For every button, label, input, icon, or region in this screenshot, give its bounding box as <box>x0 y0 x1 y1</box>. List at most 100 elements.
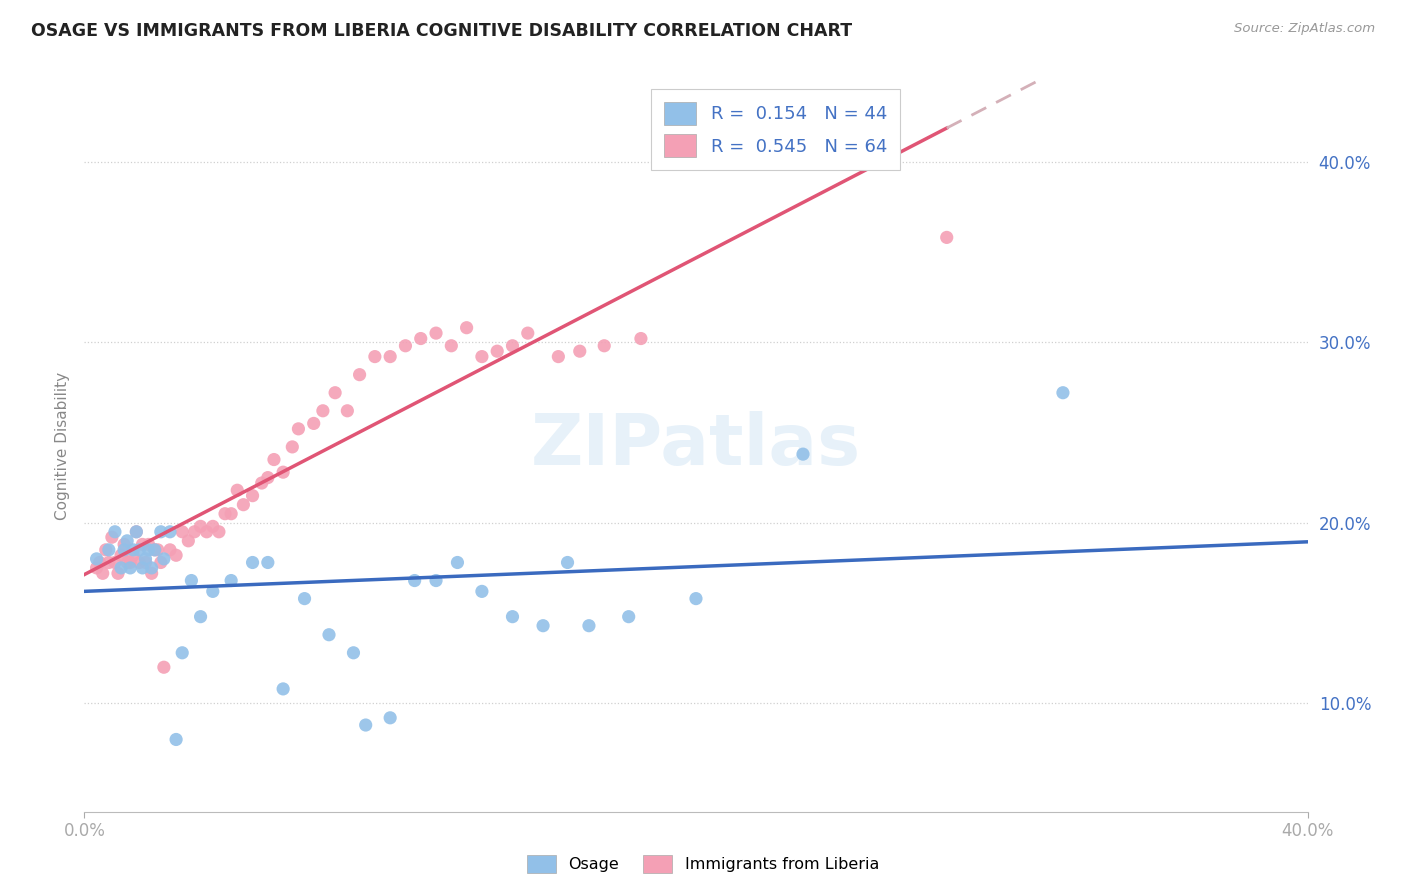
Point <box>143 542 166 557</box>
Point <box>364 350 387 364</box>
Point <box>138 542 160 557</box>
Point <box>101 530 124 544</box>
Point <box>380 350 402 364</box>
Text: OSAGE VS IMMIGRANTS FROM LIBERIA COGNITIVE DISABILITY CORRELATION CHART: OSAGE VS IMMIGRANTS FROM LIBERIA COGNITI… <box>31 22 852 40</box>
Point <box>125 524 148 539</box>
Point <box>128 542 150 557</box>
Point <box>153 552 176 566</box>
Point <box>318 628 340 642</box>
Point <box>97 556 120 570</box>
Point <box>149 524 172 539</box>
Point <box>271 681 294 696</box>
Point <box>120 556 142 570</box>
Point <box>214 507 236 521</box>
Text: ZIPatlas: ZIPatlas <box>531 411 860 481</box>
Point <box>135 556 157 570</box>
Point <box>135 552 157 566</box>
Point <box>120 561 142 575</box>
Point <box>531 618 554 632</box>
Point <box>159 542 181 557</box>
Point <box>257 556 280 570</box>
Point <box>486 344 509 359</box>
Point <box>165 732 187 747</box>
Point <box>257 470 280 484</box>
Point <box>110 548 132 562</box>
Point <box>568 344 591 359</box>
Point <box>232 498 254 512</box>
Point <box>349 368 371 382</box>
Point <box>312 404 335 418</box>
Point <box>935 230 957 244</box>
Point <box>141 566 163 581</box>
Point <box>94 542 117 557</box>
Point <box>394 339 416 353</box>
Point <box>456 320 478 334</box>
Point <box>172 646 194 660</box>
Point <box>242 556 264 570</box>
Point <box>263 452 285 467</box>
Point <box>201 584 224 599</box>
Point <box>208 524 231 539</box>
Point <box>471 350 494 364</box>
Point <box>112 542 135 557</box>
Point <box>685 591 707 606</box>
Point <box>250 476 273 491</box>
Point <box>593 339 616 353</box>
Point <box>557 556 579 570</box>
Point <box>446 556 468 570</box>
Point <box>547 350 569 364</box>
Legend: Osage, Immigrants from Liberia: Osage, Immigrants from Liberia <box>520 848 886 880</box>
Point <box>177 533 200 548</box>
Point <box>165 548 187 562</box>
Point <box>172 524 194 539</box>
Point <box>128 556 150 570</box>
Point <box>354 718 377 732</box>
Point <box>1052 385 1074 400</box>
Point <box>201 519 224 533</box>
Point <box>180 574 202 588</box>
Point <box>183 524 205 539</box>
Point <box>219 507 242 521</box>
Point <box>271 465 294 479</box>
Point <box>502 339 524 353</box>
Text: Source: ZipAtlas.com: Source: ZipAtlas.com <box>1234 22 1375 36</box>
Point <box>302 417 325 431</box>
Point <box>281 440 304 454</box>
Point <box>617 609 640 624</box>
Point <box>107 566 129 581</box>
Legend: R =  0.154   N = 44, R =  0.545   N = 64: R = 0.154 N = 44, R = 0.545 N = 64 <box>651 89 900 170</box>
Point <box>143 542 166 557</box>
Point <box>86 552 108 566</box>
Point <box>110 561 132 575</box>
Point <box>104 524 127 539</box>
Point <box>792 447 814 461</box>
Point <box>91 566 114 581</box>
Point <box>153 660 176 674</box>
Point <box>242 489 264 503</box>
Point <box>342 646 364 660</box>
Point <box>125 524 148 539</box>
Point <box>104 556 127 570</box>
Point <box>86 561 108 575</box>
Point <box>502 609 524 624</box>
Point <box>440 339 463 353</box>
Point <box>195 524 218 539</box>
Point <box>112 537 135 551</box>
Y-axis label: Cognitive Disability: Cognitive Disability <box>55 372 70 520</box>
Point <box>630 332 652 346</box>
Point <box>122 548 145 562</box>
Point <box>122 542 145 557</box>
Point <box>219 574 242 588</box>
Point <box>323 385 346 400</box>
Point <box>409 332 432 346</box>
Point <box>425 574 447 588</box>
Point <box>578 618 600 632</box>
Point <box>294 591 316 606</box>
Point <box>115 533 138 548</box>
Point <box>287 422 309 436</box>
Point <box>425 326 447 340</box>
Point <box>190 609 212 624</box>
Point <box>516 326 538 340</box>
Point <box>380 711 402 725</box>
Point <box>97 542 120 557</box>
